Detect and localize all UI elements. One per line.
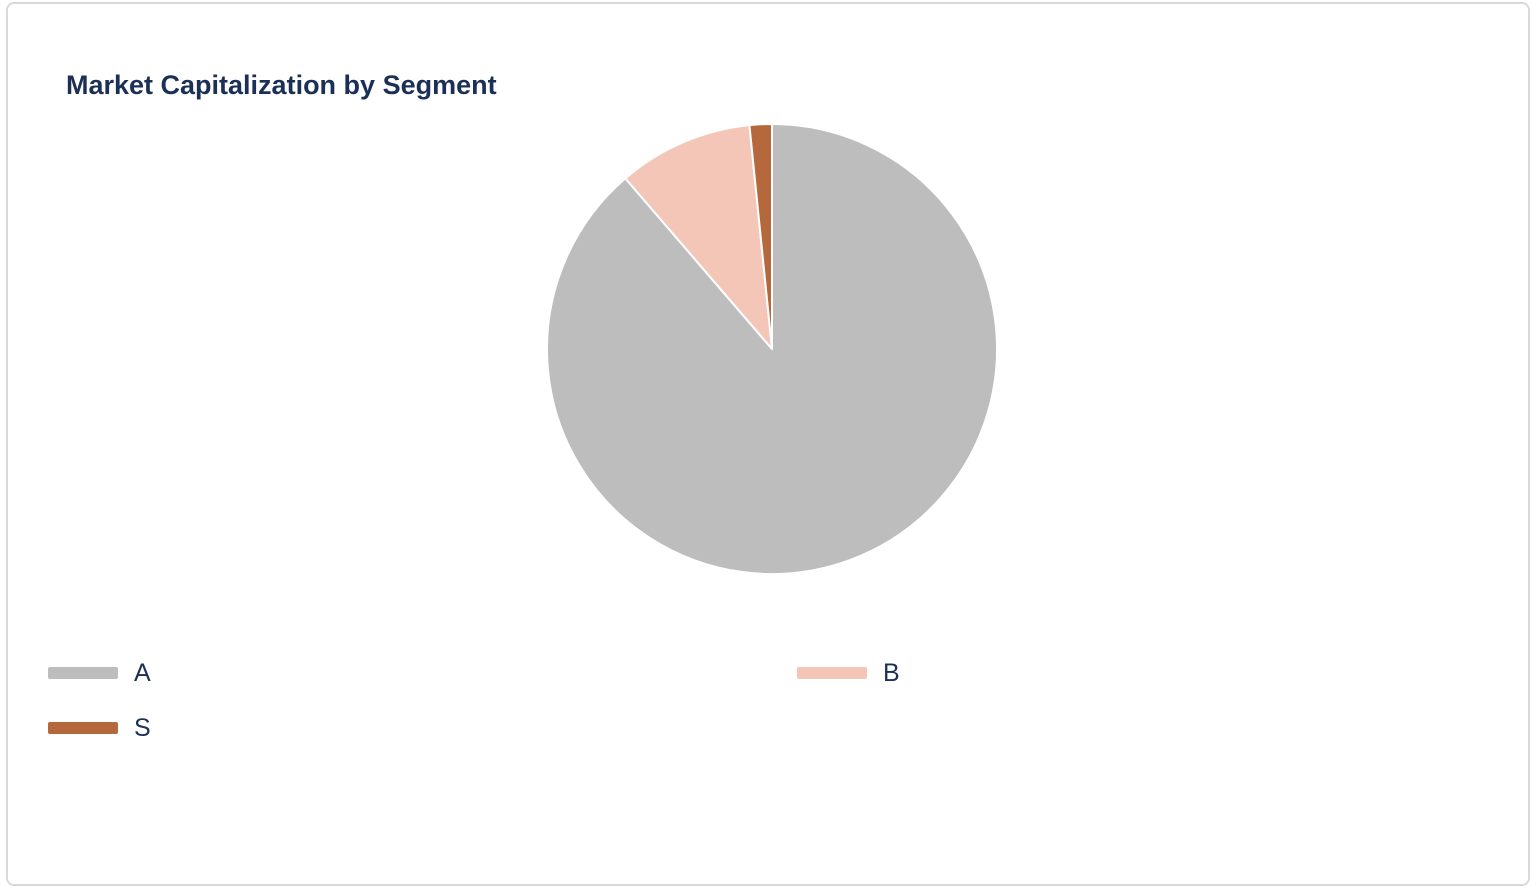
pie-slice-s[interactable] <box>748 123 773 350</box>
chart-card: Market Capitalization by Segment A B S <box>6 2 1530 886</box>
legend-swatch-b <box>797 667 867 679</box>
pie-chart <box>546 123 998 575</box>
legend-item-s[interactable]: S <box>48 713 151 743</box>
pie-slice-b[interactable] <box>624 124 773 350</box>
legend-swatch-s <box>48 722 118 734</box>
legend-label-s: S <box>134 713 151 742</box>
legend-label-b: B <box>883 658 900 687</box>
legend-swatch-a <box>48 667 118 679</box>
pie-slices <box>546 123 998 575</box>
chart-title: Market Capitalization by Segment <box>66 70 497 100</box>
legend-item-a[interactable]: A <box>48 658 151 688</box>
legend-label-a: A <box>134 658 151 687</box>
legend-item-b[interactable]: B <box>797 658 900 688</box>
